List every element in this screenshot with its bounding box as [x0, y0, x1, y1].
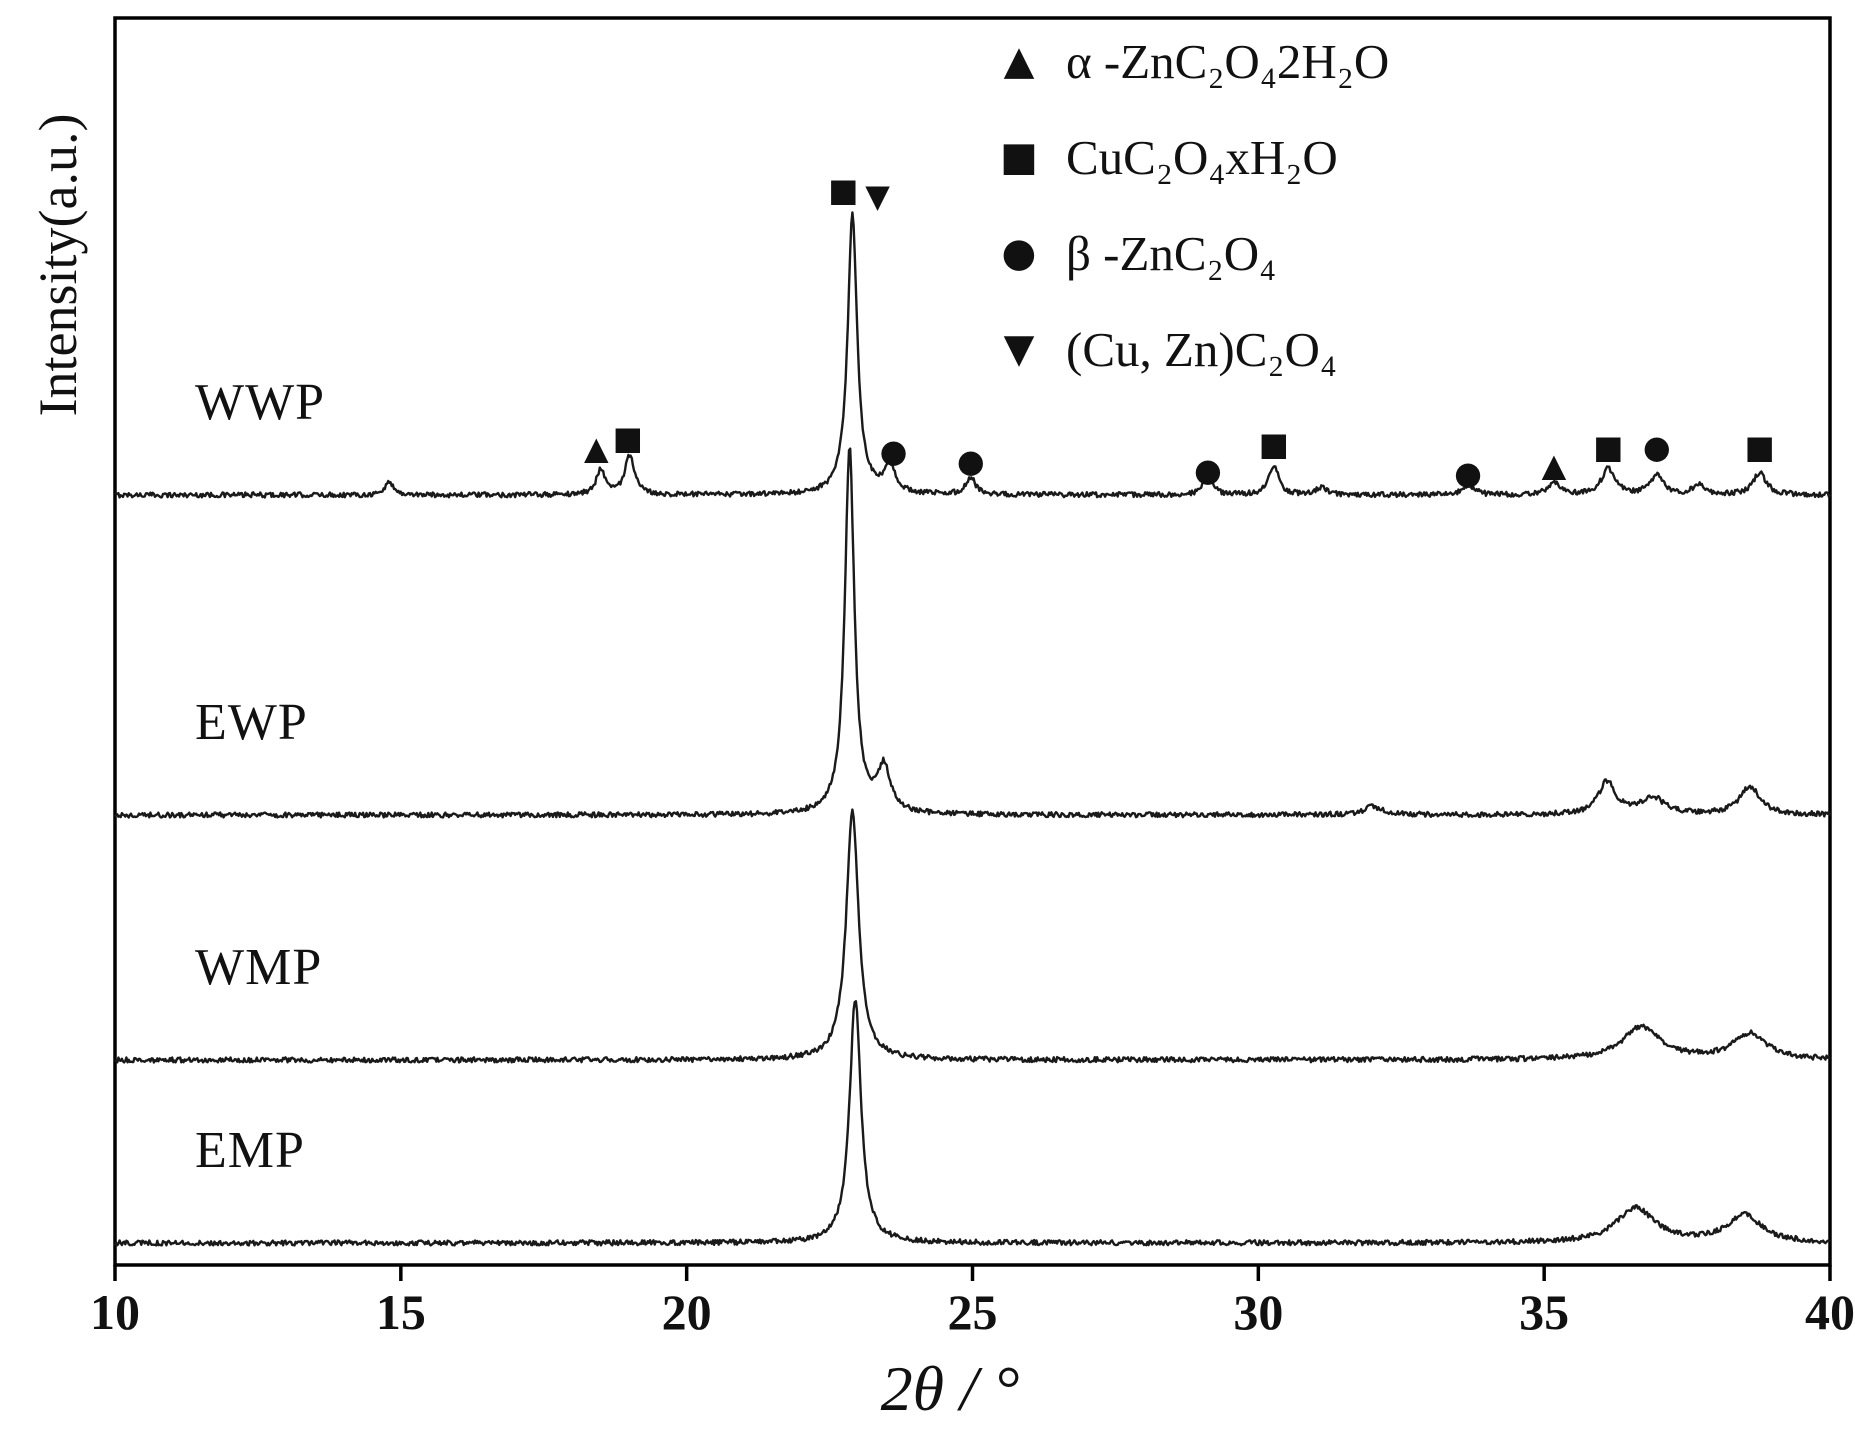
- legend-item: ▼ (Cu, Zn)C₂O₄: [988, 320, 1389, 378]
- legend-item: ● β -ZnC₂O₄: [988, 224, 1389, 282]
- circle-marker-icon: ●: [1001, 230, 1037, 276]
- legend-label: CuC₂O₄xH₂O: [1066, 129, 1338, 185]
- x-tick-label: 40: [1805, 1284, 1855, 1340]
- trace-emp: [113, 1000, 1831, 1247]
- trace-wmp: [114, 808, 1832, 1064]
- legend-item: ■ CuC₂O₄xH₂O: [988, 128, 1389, 186]
- legend-label: (Cu, Zn)C₂O₄: [1066, 321, 1337, 377]
- x-tick-label: 35: [1519, 1284, 1570, 1340]
- trace-label-emp: EMP: [195, 1122, 305, 1179]
- x-tick-label: 15: [375, 1284, 426, 1340]
- square-marker-icon: ■: [1000, 134, 1038, 180]
- triangle-up-marker-icon: ▲: [1003, 38, 1035, 84]
- trace-ewp: [113, 447, 1832, 819]
- plot-border: [113, 16, 1832, 1267]
- triangle-down-marker-icon: ▼: [1003, 326, 1035, 372]
- trace-label-wmp: WMP: [195, 939, 323, 996]
- peak-marker-triangle-down: ▼: [865, 177, 890, 215]
- trace-label-ewp: EWP: [195, 694, 308, 751]
- peak-marker-square: ■: [828, 171, 859, 209]
- peak-marker-circle: ●: [1194, 451, 1222, 489]
- x-tick-label: 30: [1233, 1284, 1284, 1340]
- y-axis-label: Intensity(a.u.): [28, 113, 88, 417]
- x-tick-label: 10: [90, 1284, 140, 1340]
- peak-marker-triangle-up: ▲: [1541, 446, 1567, 484]
- peak-marker-triangle-up: ▲: [584, 429, 609, 467]
- peak-marker-circle: ●: [956, 442, 985, 480]
- peak-marker-square: ■: [612, 419, 643, 457]
- trace-label-wwp: WWP: [195, 374, 326, 431]
- trace-wwp: [114, 211, 1832, 499]
- peak-marker-square: ■: [1744, 428, 1775, 466]
- legend-item: ▲ α -ZnC₂O₄2H₂O: [988, 32, 1390, 90]
- x-tick-label: 20: [661, 1284, 712, 1340]
- legend: ▲ α -ZnC₂O₄2H₂O ■ CuC₂O₄xH₂O ● β -ZnC₂O₄…: [988, 32, 1389, 378]
- peak-marker-circle: ●: [1642, 428, 1671, 466]
- peak-marker-square: ■: [1593, 428, 1624, 466]
- legend-label: α -ZnC₂O₄2H₂O: [1066, 33, 1390, 89]
- peak-marker-square: ■: [1258, 425, 1289, 463]
- x-tick-label: 25: [947, 1284, 998, 1340]
- peak-marker-circle: ●: [879, 432, 908, 470]
- x-axis-label: 2θ / °: [880, 1353, 1020, 1424]
- peak-marker-circle: ●: [1454, 454, 1483, 492]
- legend-label: β -ZnC₂O₄: [1066, 225, 1277, 281]
